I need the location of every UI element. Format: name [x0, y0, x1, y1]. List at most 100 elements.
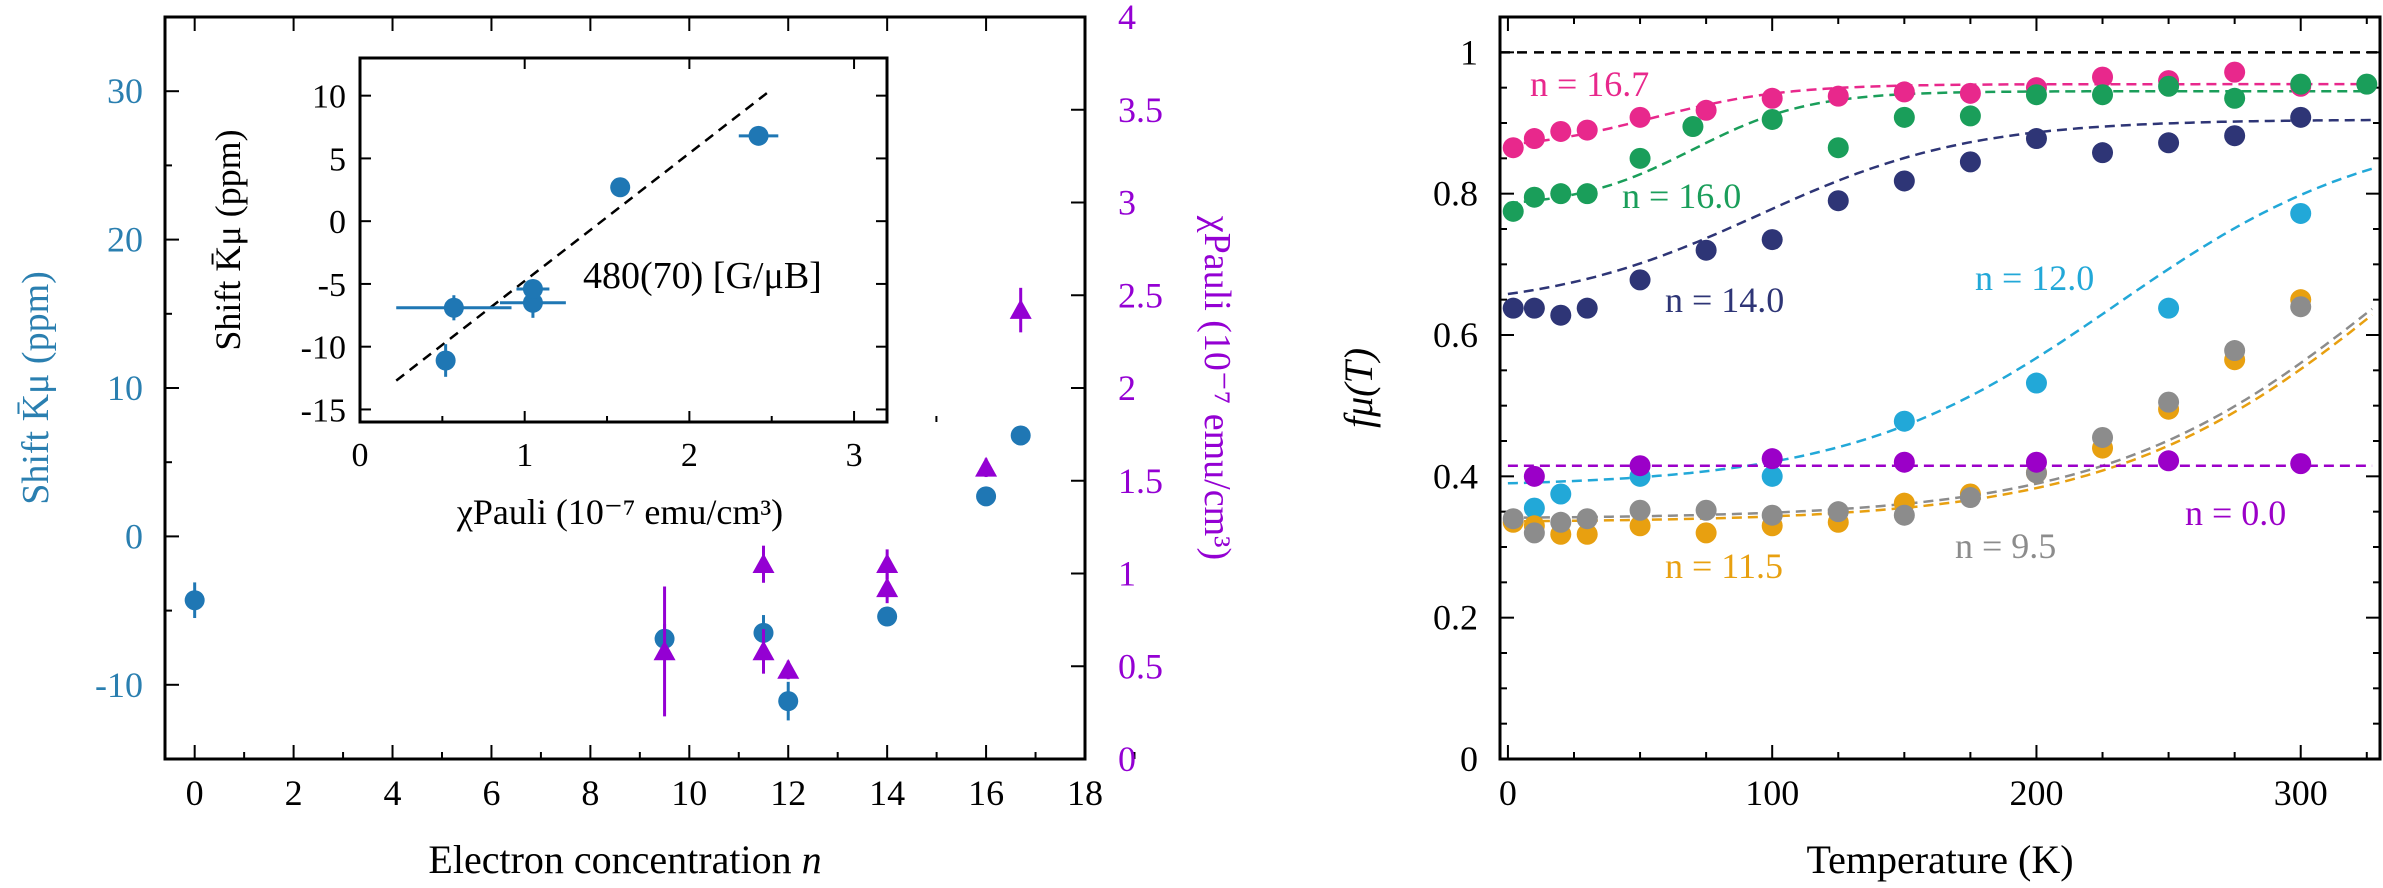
x-tick-label: 16 [968, 773, 1004, 813]
data-point [1893, 451, 1915, 473]
data-point [1502, 297, 1524, 319]
data-point [2025, 128, 2047, 150]
data-point [2158, 75, 2180, 97]
inset-y-tick-label: 10 [312, 79, 346, 116]
inset-point [522, 278, 543, 299]
fit-curve [1507, 313, 2373, 523]
x-tick-label: 0 [186, 773, 204, 813]
data-point [1695, 99, 1717, 121]
left-ylabel: Shift K̄μ (ppm) [15, 271, 57, 505]
data-point [1682, 116, 1704, 138]
chi-point [1009, 299, 1032, 319]
data-point [1629, 106, 1651, 128]
r-y-tick-label: 0.2 [1433, 598, 1478, 638]
data-point [1761, 229, 1783, 251]
x-tick-label: 2 [285, 773, 303, 813]
data-point [1550, 304, 1572, 326]
series-label: n = 0.0 [2185, 493, 2286, 533]
inset-fit-line [395, 88, 773, 382]
data-point [2158, 450, 2180, 472]
data-point [1761, 87, 1783, 109]
data-point [1893, 410, 1915, 432]
data-point [1502, 200, 1524, 222]
right-y-axis-ticks: 0 0.2 0.4 0.6 0.8 1 [1433, 32, 2380, 779]
inset-point [610, 177, 631, 198]
data-point [1959, 487, 1981, 509]
x-tick-label: 18 [1067, 773, 1103, 813]
series-label: n = 12.0 [1975, 258, 2094, 298]
data-point [2356, 73, 2378, 95]
yl-tick-label: 20 [107, 220, 143, 260]
x-tick-label: 10 [671, 773, 707, 813]
r-y-tick-label: 0 [1460, 739, 1478, 779]
x-tick-label: 4 [384, 773, 402, 813]
inset-point [443, 297, 464, 318]
inset-y-tick-label: -15 [301, 392, 346, 429]
inset-y-tick-label: 0 [329, 204, 346, 241]
x-tick-label: 12 [770, 773, 806, 813]
left-y-axis: -10 0 10 20 30 [95, 16, 179, 760]
data-point [1695, 522, 1717, 544]
inset-x-tick-label: 3 [846, 437, 863, 474]
chi-point [777, 658, 800, 679]
data-point [1523, 497, 1545, 519]
data-point [2224, 87, 2246, 109]
data-point [2224, 61, 2246, 83]
yl-tick-label: 10 [107, 368, 143, 408]
inset-point [748, 125, 769, 146]
r-x-tick-label: 100 [1745, 773, 1799, 813]
inset-y-tick-label: 5 [329, 141, 346, 178]
series-label: n = 14.0 [1665, 280, 1784, 320]
chi-point [752, 640, 775, 661]
data-point [1576, 119, 1598, 141]
data-point [2290, 106, 2312, 128]
yl-tick-label: -10 [95, 665, 143, 705]
data-point [1827, 501, 1849, 523]
series-label: n = 16.0 [1622, 176, 1741, 216]
inset-x-tick-label: 1 [516, 437, 533, 474]
right-ylabel: χPauli (10⁻⁷ emu/cm³) [1196, 215, 1238, 560]
data-point [2092, 426, 2114, 448]
right-x-axis: 0 100 200 300 [1499, 17, 2368, 813]
data-point [1550, 120, 1572, 142]
inset-point [435, 350, 456, 371]
data-point [2158, 391, 2180, 413]
data-point [2224, 125, 2246, 147]
r-x-tick-label: 200 [2009, 773, 2063, 813]
r-x-tick-label: 300 [2274, 773, 2328, 813]
chi-point [975, 456, 998, 477]
data-point [1523, 465, 1545, 487]
data-point [2092, 142, 2114, 164]
fit-curve [1507, 118, 2373, 296]
yr-tick-label: 4 [1118, 0, 1136, 37]
inset-point [522, 292, 543, 313]
inset-annotation: 480(70) [G/μB] [583, 255, 822, 297]
yr-tick-label: 0.5 [1118, 646, 1163, 686]
inset-panel: 0 1 2 3 -15 -10 -5 0 5 10 480(70) [G/μB] χPauli … [208, 56, 938, 532]
chi-point [752, 553, 775, 574]
data-point [1629, 269, 1651, 291]
data-point [2290, 202, 2312, 224]
inset-x-axis: 0 1 2 3 [352, 58, 938, 474]
data-point [1959, 82, 1981, 104]
right-plot-frame [1498, 15, 2382, 761]
r-y-tick-label: 1 [1460, 32, 1478, 72]
yr-tick-label: 1.5 [1118, 461, 1163, 501]
data-point [1502, 508, 1524, 530]
data-point [1523, 297, 1545, 319]
yr-tick-label: 2.5 [1118, 275, 1163, 315]
right-y-axis: 0 0.5 1 1.5 2 2.5 3 3.5 4 [1071, 0, 1163, 779]
yr-tick-label: 1 [1118, 554, 1136, 594]
data-point [2290, 73, 2312, 95]
r-y-tick-label: 0.8 [1433, 174, 1478, 214]
yl-tick-label: 30 [107, 71, 143, 111]
data-point [1550, 483, 1572, 505]
data-point [1629, 499, 1651, 521]
data-point [1893, 81, 1915, 103]
data-point [1827, 137, 1849, 159]
right-data-marks [1502, 61, 2378, 545]
data-point [1695, 499, 1717, 521]
shift-point [778, 691, 799, 712]
data-point [1576, 523, 1598, 545]
